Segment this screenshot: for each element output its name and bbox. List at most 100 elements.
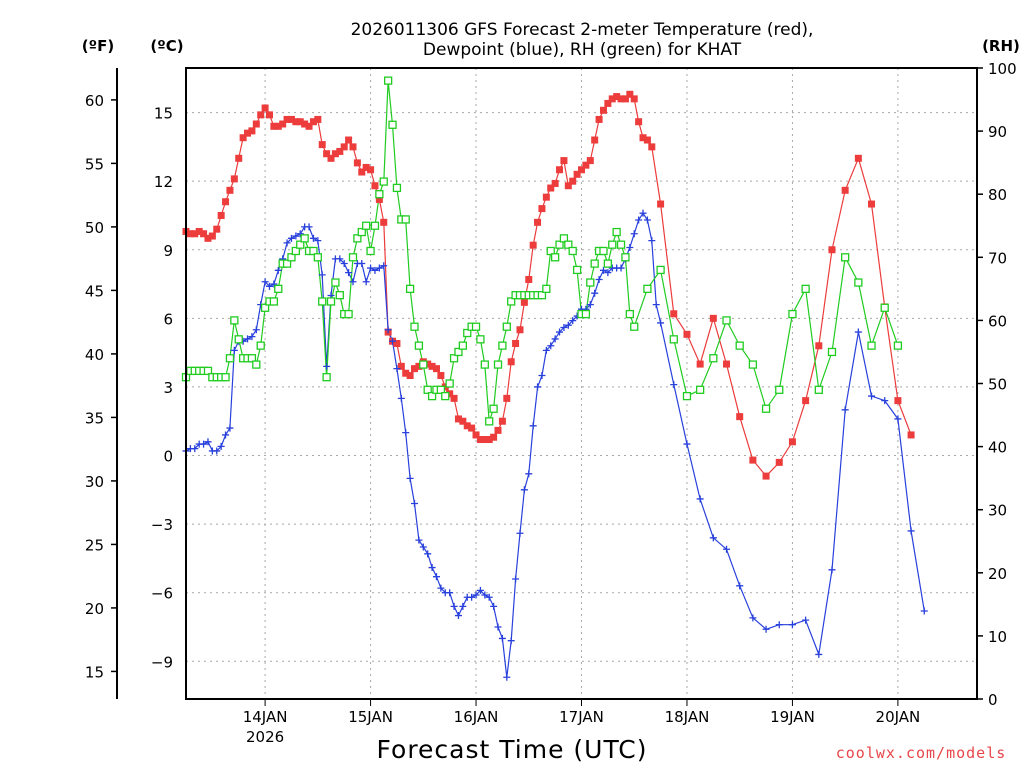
data-markers <box>181 76 928 681</box>
rh-point <box>419 360 428 369</box>
credit-text: coolwx.com/models <box>836 744 1007 762</box>
temperature-point <box>639 134 647 142</box>
dewpoint-point <box>586 301 594 309</box>
rh-point <box>287 253 296 262</box>
date-tick-label: 19JAN <box>770 708 815 726</box>
temperature-point <box>551 179 559 187</box>
temperature-point <box>736 413 744 421</box>
rh-point <box>722 316 731 325</box>
dewpoint-point <box>542 346 550 354</box>
dewpoint-point <box>389 337 397 345</box>
dewpoint-point <box>841 406 849 414</box>
temperature-point <box>296 118 304 126</box>
temperature-point <box>345 136 353 144</box>
rh-point <box>449 354 459 363</box>
fahrenheit-tick-label: 20 <box>85 600 104 618</box>
rh-point <box>546 246 555 256</box>
rh-tick-label: 10 <box>988 628 1007 646</box>
date-tick-label: 20JAN <box>876 708 921 726</box>
dewpoint-point <box>252 326 260 334</box>
dewpoint-point <box>309 234 317 242</box>
celsius-tick-label: −6 <box>151 585 173 603</box>
rh-point <box>471 322 481 331</box>
dewpoint-line <box>185 212 925 678</box>
rh-point <box>603 259 613 268</box>
rh-point <box>252 360 261 369</box>
temperature-point <box>507 358 515 366</box>
dewpoint-point <box>564 321 572 329</box>
temperature-point <box>481 436 489 444</box>
dewpoint-point <box>222 431 230 439</box>
temperature-point <box>472 431 480 439</box>
fahrenheit-tick-label: 25 <box>85 536 104 554</box>
dewpoint-point <box>345 269 353 277</box>
rh-point <box>669 335 678 344</box>
dewpoint-point <box>630 230 638 238</box>
date-year-label: 2026 <box>246 728 284 746</box>
rh-point <box>550 253 560 262</box>
rh-point <box>454 347 463 357</box>
dewpoint-point <box>547 342 555 350</box>
dewpoint-point <box>384 326 392 334</box>
rh-point <box>234 335 243 344</box>
dewpoint-point <box>538 371 546 379</box>
dewpoint-point <box>670 381 678 389</box>
temperature-point <box>788 438 796 446</box>
dewpoint-point <box>411 500 419 508</box>
rh-point <box>370 221 380 230</box>
dewpoint-point <box>556 328 564 336</box>
dewpoint-point <box>569 317 577 325</box>
dewpoint-point <box>868 392 876 400</box>
dewpoint-point <box>424 550 432 558</box>
dewpoint-point <box>397 394 405 402</box>
temperature-point <box>441 383 449 391</box>
rh-point <box>814 385 823 394</box>
dewpoint-point <box>683 440 691 448</box>
dewpoint-point <box>516 529 524 537</box>
temperature-point <box>635 118 643 126</box>
rh-point <box>322 373 331 382</box>
rh-point <box>621 253 630 262</box>
temperature-point <box>709 314 717 322</box>
dewpoint-point <box>226 424 234 432</box>
fahrenheit-unit-label: (ºF) <box>82 37 114 55</box>
rh-point <box>555 240 564 249</box>
temperature-point <box>204 234 212 242</box>
rh-point <box>564 240 573 249</box>
dewpoint-point <box>450 602 458 610</box>
dewpoint-point <box>362 278 370 286</box>
temperature-point <box>261 104 269 112</box>
rh-point <box>827 347 837 357</box>
rh-point <box>537 291 547 300</box>
temperature-point <box>643 136 651 144</box>
dewpoint-point <box>907 527 915 535</box>
temperature-point <box>428 362 436 370</box>
rh-point <box>630 322 639 331</box>
dewpoint-point <box>230 346 238 354</box>
rh-point <box>590 259 599 268</box>
rh-point <box>331 278 340 287</box>
temperature-point <box>503 394 511 402</box>
dewpoint-point <box>485 593 493 601</box>
dewpoint-point <box>191 445 199 453</box>
fahrenheit-tick-label: 50 <box>85 219 104 237</box>
temperature-point <box>287 115 295 123</box>
dewpoint-point <box>723 545 731 553</box>
rh-point <box>300 234 309 243</box>
rh-point <box>436 385 446 394</box>
rh-point <box>880 303 889 312</box>
temperature-point <box>556 166 564 174</box>
dewpoint-point <box>652 301 660 309</box>
temperature-point <box>828 246 836 254</box>
temperature-point <box>411 365 419 373</box>
temperature-point <box>450 394 458 402</box>
rh-point <box>392 183 402 193</box>
temperature-point <box>599 106 607 114</box>
temperature-point <box>305 122 313 130</box>
rh-point <box>788 309 797 319</box>
dewpoint-point <box>507 637 515 645</box>
rh-point <box>841 253 850 262</box>
temperature-point <box>516 326 524 334</box>
dewpoint-point <box>534 383 542 391</box>
dewpoint-point <box>244 335 252 343</box>
